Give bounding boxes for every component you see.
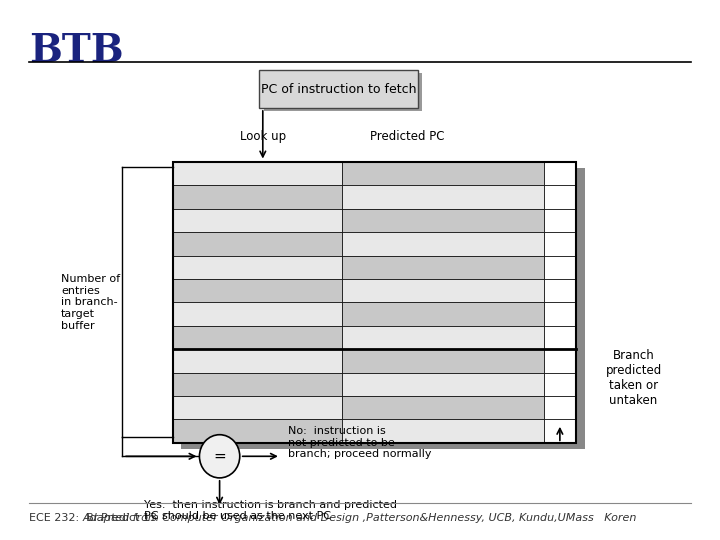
- Text: PC of instruction to fetch: PC of instruction to fetch: [261, 83, 416, 96]
- Bar: [173, 279, 342, 302]
- Bar: [342, 396, 544, 420]
- Bar: [544, 255, 576, 279]
- Bar: [173, 326, 342, 349]
- Bar: [544, 279, 576, 302]
- Bar: [173, 349, 342, 373]
- Bar: [173, 232, 342, 255]
- Bar: [544, 326, 576, 349]
- Bar: [342, 420, 544, 443]
- Bar: [544, 232, 576, 255]
- Bar: [544, 349, 576, 373]
- Bar: [173, 396, 342, 420]
- Ellipse shape: [199, 435, 240, 478]
- Bar: [342, 255, 544, 279]
- Bar: [342, 279, 544, 302]
- Text: No:  instruction is
not predicted to be
branch; proceed normally: No: instruction is not predicted to be b…: [288, 426, 431, 460]
- Bar: [544, 373, 576, 396]
- Bar: [264, 73, 422, 111]
- Bar: [173, 209, 342, 232]
- Bar: [342, 302, 544, 326]
- Text: ECE 232:  Br.Predict 13: ECE 232: Br.Predict 13: [29, 513, 157, 523]
- Text: BTB: BTB: [29, 32, 123, 70]
- Bar: [342, 185, 544, 209]
- Bar: [342, 349, 544, 373]
- Bar: [544, 396, 576, 420]
- Text: Predicted PC: Predicted PC: [369, 130, 444, 143]
- Text: =: =: [213, 449, 226, 464]
- Bar: [173, 302, 342, 326]
- Bar: [544, 209, 576, 232]
- Text: Yes:  then instruction is branch and predicted
PC should be used as the next PC: Yes: then instruction is branch and pred…: [144, 500, 397, 521]
- Bar: [181, 168, 585, 449]
- Bar: [342, 209, 544, 232]
- Text: Number of
entries
in branch-
target
buffer: Number of entries in branch- target buff…: [61, 274, 120, 330]
- Bar: [173, 162, 576, 443]
- Bar: [342, 162, 544, 185]
- Bar: [342, 326, 544, 349]
- Bar: [544, 302, 576, 326]
- Bar: [173, 255, 342, 279]
- Text: Look up: Look up: [240, 130, 286, 143]
- Bar: [342, 373, 544, 396]
- Bar: [259, 70, 418, 108]
- Bar: [544, 185, 576, 209]
- Bar: [173, 185, 342, 209]
- Bar: [173, 373, 342, 396]
- Bar: [342, 232, 544, 255]
- Bar: [173, 162, 342, 185]
- Bar: [544, 162, 576, 185]
- Bar: [173, 420, 342, 443]
- Text: Branch
predicted
taken or
untaken: Branch predicted taken or untaken: [606, 349, 662, 407]
- Text: Adapted from Computer Organization and Design ,Patterson&Hennessy, UCB, Kundu,UM: Adapted from Computer Organization and D…: [83, 513, 637, 523]
- Bar: [544, 420, 576, 443]
